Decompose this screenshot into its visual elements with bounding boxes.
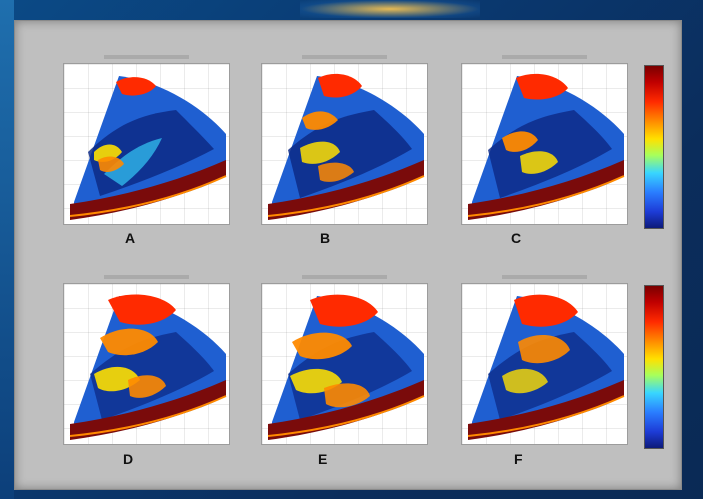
colorbar-bottom	[644, 285, 664, 449]
radar-sector-d	[69, 294, 227, 440]
radar-sector-f	[467, 294, 625, 440]
left-edge	[0, 0, 14, 499]
panel-label-d: D	[123, 451, 134, 467]
radar-plot-b	[261, 55, 428, 225]
panel-label-c: C	[511, 230, 522, 246]
panel-label-f: F	[514, 451, 523, 467]
panel-label-b: B	[320, 230, 331, 246]
radar-sector-b	[267, 73, 425, 220]
radar-plot-c	[461, 55, 628, 225]
radar-plot-e	[261, 275, 428, 445]
plot-title-placeholder	[302, 55, 387, 59]
radar-plot-f	[461, 275, 628, 445]
radar-sector-c	[467, 73, 625, 220]
colorbar-top	[644, 65, 664, 229]
radar-plot-a	[63, 55, 230, 225]
top-glare	[300, 0, 480, 18]
figure-panel: A B C D E F	[14, 20, 682, 490]
plot-title-placeholder	[502, 55, 587, 59]
panel-label-a: A	[125, 230, 136, 246]
radar-sector-e	[267, 294, 425, 440]
plot-title-placeholder	[104, 55, 189, 59]
radar-sector-a	[69, 76, 227, 220]
plot-title-placeholder	[502, 275, 587, 279]
plot-title-placeholder	[302, 275, 387, 279]
plot-title-placeholder	[104, 275, 189, 279]
radar-plot-d	[63, 275, 230, 445]
panel-label-e: E	[318, 451, 328, 467]
